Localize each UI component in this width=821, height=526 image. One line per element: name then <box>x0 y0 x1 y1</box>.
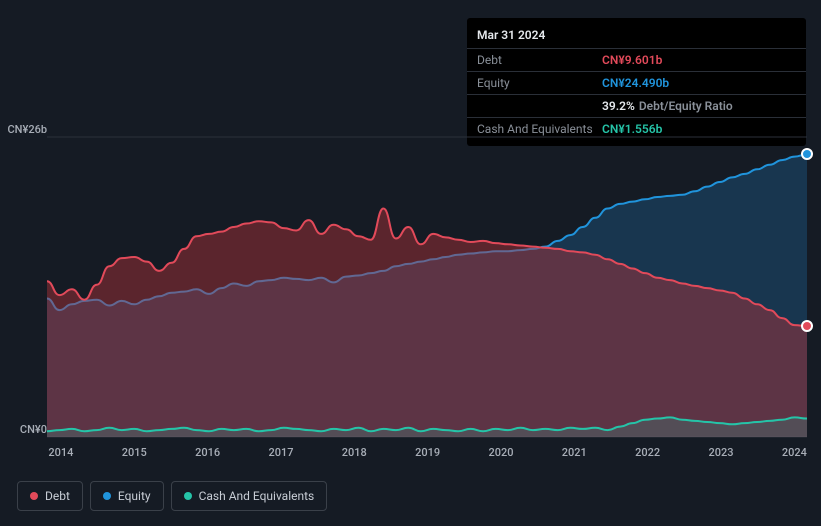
legend-item[interactable]: Equity <box>90 481 164 511</box>
y-axis-min-label: CN¥0 <box>20 423 47 436</box>
x-axis-label: 2017 <box>268 446 293 459</box>
legend-item[interactable]: Debt <box>17 481 83 511</box>
series-end-marker <box>801 320 813 332</box>
tooltip-label: Equity <box>477 76 602 90</box>
tooltip-label <box>477 99 602 113</box>
x-axis-label: 2018 <box>342 446 367 459</box>
x-axis-label: 2019 <box>415 446 440 459</box>
x-axis-labels: 2014 2015 2016 2017 2018 2019 2020 2021 2022 2023… <box>47 446 807 464</box>
legend-item[interactable]: Cash And Equivalents <box>171 481 328 511</box>
x-axis-label: 2022 <box>635 446 660 459</box>
legend-dot-icon <box>184 492 192 500</box>
tooltip-value: CN¥24.490b <box>602 76 669 90</box>
tooltip-value: 39.2%Debt/Equity Ratio <box>602 99 733 113</box>
x-axis-label: 2015 <box>122 446 147 459</box>
x-axis-label: 2024 <box>782 446 807 459</box>
legend-label: Equity <box>118 489 151 503</box>
legend-label: Cash And Equivalents <box>199 489 315 503</box>
x-axis-label: 2021 <box>562 446 587 459</box>
legend-label: Debt <box>45 489 70 503</box>
tooltip-row: DebtCN¥9.601b <box>467 48 806 71</box>
x-axis-label: 2016 <box>195 446 220 459</box>
debt-equity-chart[interactable]: CN¥26b CN¥0 <box>17 125 807 442</box>
tooltip-date: Mar 31 2024 <box>467 24 806 48</box>
chart-legend: Debt Equity Cash And Equivalents <box>17 481 327 511</box>
chart-canvas <box>17 125 807 442</box>
series-end-marker <box>801 148 813 160</box>
tooltip-value: CN¥9.601b <box>602 53 662 67</box>
y-axis-max-label: CN¥26b <box>7 123 47 136</box>
x-axis-label: 2014 <box>48 446 73 459</box>
tooltip-label: Debt <box>477 53 602 67</box>
tooltip-row: 39.2%Debt/Equity Ratio <box>467 94 806 117</box>
tooltip-row: EquityCN¥24.490b <box>467 71 806 94</box>
legend-dot-icon <box>103 492 111 500</box>
x-axis-label: 2020 <box>488 446 513 459</box>
legend-dot-icon <box>30 492 38 500</box>
x-axis-label: 2023 <box>708 446 733 459</box>
